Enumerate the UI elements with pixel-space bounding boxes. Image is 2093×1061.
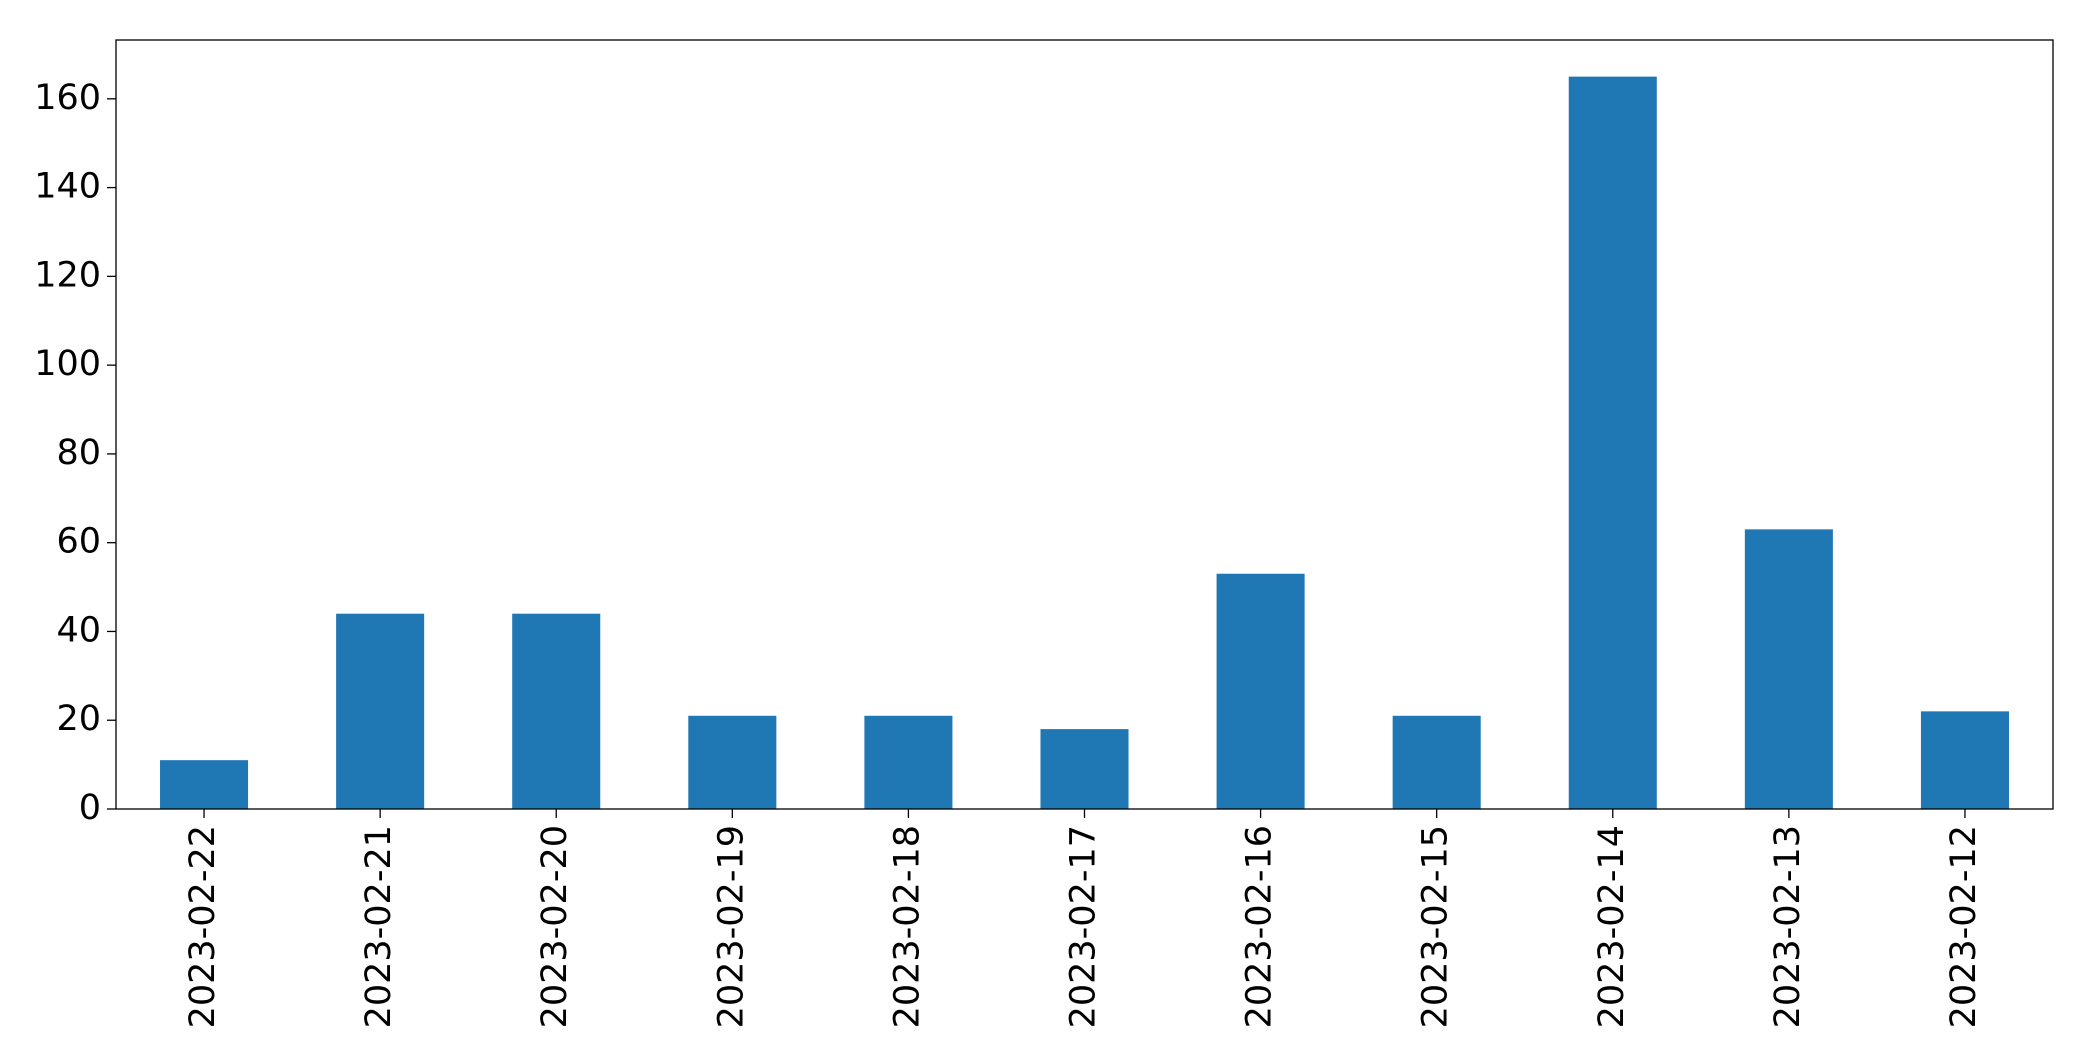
x-tick-label: 2023-02-15	[1416, 825, 1456, 1028]
bar	[1040, 729, 1129, 809]
bar	[1568, 76, 1657, 810]
y-tick-label: 160	[34, 78, 101, 118]
x-tick-label: 2023-02-20	[535, 825, 575, 1028]
y-tick-label: 40	[56, 610, 101, 650]
y-tick-label: 120	[34, 255, 101, 295]
x-tick-label: 2023-02-17	[1064, 825, 1104, 1028]
x-tick-label: 2023-02-19	[711, 825, 751, 1028]
x-tick-label: 2023-02-14	[1592, 825, 1632, 1028]
y-tick-label: 100	[34, 344, 101, 384]
x-tick-label: 2023-02-22	[183, 825, 223, 1028]
y-tick-label: 20	[56, 699, 101, 739]
bar	[864, 715, 953, 809]
bar	[160, 760, 249, 809]
x-tick-label: 2023-02-18	[887, 825, 927, 1028]
bar	[1920, 711, 2009, 809]
plot-frame	[115, 39, 2054, 810]
bar	[336, 613, 425, 809]
x-tick-label: 2023-02-21	[359, 825, 399, 1028]
bar	[512, 613, 601, 809]
bar	[1216, 573, 1305, 809]
y-tick-label: 80	[56, 433, 101, 473]
x-tick-label: 2023-02-16	[1240, 825, 1280, 1028]
bar	[1744, 529, 1833, 809]
y-tick-label: 60	[56, 522, 101, 562]
bar	[688, 715, 777, 809]
y-tick-label: 0	[79, 788, 101, 828]
y-tick-label: 140	[34, 167, 101, 207]
bar	[1392, 715, 1481, 809]
x-tick-label: 2023-02-13	[1768, 825, 1808, 1028]
x-tick-label: 2023-02-12	[1944, 825, 1984, 1028]
